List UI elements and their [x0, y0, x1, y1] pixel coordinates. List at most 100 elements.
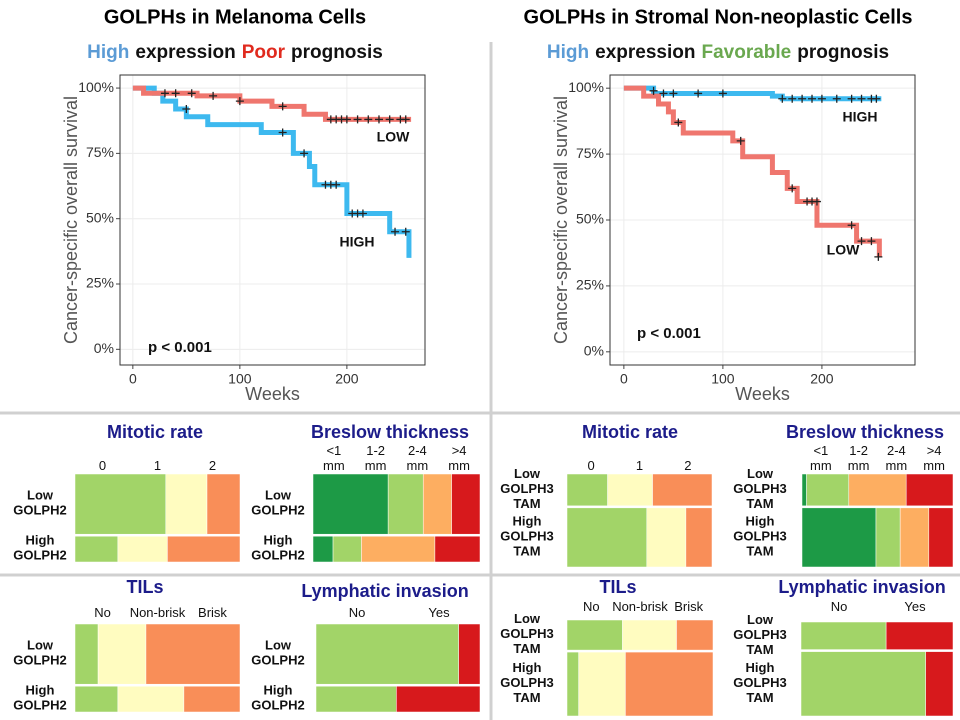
mosaic-cell — [396, 685, 481, 713]
column-label-line: 1-2 — [366, 443, 385, 458]
row-label-line: GOLPH2 — [13, 698, 66, 713]
mosaic-cell — [74, 535, 119, 563]
mosaic-cell — [117, 535, 168, 563]
column-label-line: 2-4 — [408, 443, 427, 458]
row-label-line: Low — [514, 466, 541, 481]
mosaic-cell — [806, 473, 850, 507]
row-label-line: GOLPH3 — [500, 481, 553, 496]
column-label-line: Yes — [904, 599, 926, 614]
row-label-line: GOLPH3 — [733, 627, 786, 642]
column-label-line: mm — [323, 458, 345, 473]
row-label-line: GOLPH3 — [733, 529, 786, 544]
column-label: No — [583, 599, 600, 614]
censor-mark — [867, 237, 876, 246]
row-label-line: High — [264, 533, 293, 548]
mosaic-cell — [315, 685, 397, 713]
row-label-line: TAM — [513, 544, 540, 559]
y-tick-label: 50% — [86, 209, 114, 225]
censor-mark — [187, 89, 196, 98]
column-label: No — [831, 599, 848, 614]
mosaic-cell — [607, 473, 653, 507]
column-label: 2 — [684, 458, 691, 473]
censor-mark — [872, 94, 881, 103]
column-label-line: Yes — [428, 605, 450, 620]
mosaic-cell — [451, 473, 481, 535]
y-tick-label: 75% — [86, 144, 114, 160]
mosaic-title: Mitotic rate — [582, 422, 678, 442]
row-label: High GOLPH2 — [251, 533, 304, 563]
mosaic-title: Breslow thickness — [786, 422, 944, 442]
column-label-line: mm — [923, 458, 945, 473]
column-label-line: 2-4 — [887, 443, 906, 458]
censor-mark — [278, 102, 287, 111]
mosaic-cell — [97, 623, 147, 685]
row-label-line: GOLPH2 — [13, 548, 66, 563]
subtitle-word: prognosis — [291, 42, 383, 63]
mosaic-cell — [566, 473, 608, 507]
y-tick-label: 100% — [568, 79, 604, 95]
x-tick-label: 0 — [129, 371, 137, 387]
column-label-line: >4 — [452, 443, 467, 458]
plot-frame — [119, 74, 426, 366]
censor-mark — [332, 180, 341, 189]
column-label: No — [349, 605, 366, 620]
column-label-line: mm — [810, 458, 832, 473]
censor-mark — [669, 89, 678, 98]
censor-mark — [817, 94, 826, 103]
subtitle-word: High — [547, 42, 589, 63]
row-label: Low GOLPH3 TAM — [733, 612, 786, 657]
censor-mark — [364, 115, 373, 124]
censor-mark — [401, 115, 410, 124]
column-label-line: 1 — [636, 458, 643, 473]
row-label: Low GOLPH2 — [251, 488, 304, 518]
row-label-line: Low — [265, 488, 292, 503]
row-label: High GOLPH3 TAM — [500, 660, 553, 705]
row-label-line: GOLPH2 — [251, 653, 304, 668]
mosaic-cell — [875, 507, 901, 568]
column-label: Brisk — [674, 599, 703, 614]
censor-mark — [182, 104, 191, 113]
column-label-line: 2 — [684, 458, 691, 473]
row-label: High GOLPH3 TAM — [500, 514, 553, 559]
mosaic-cell — [800, 651, 926, 717]
mosaic-title: Lymphatic invasion — [778, 577, 945, 597]
column-label-line: No — [831, 599, 848, 614]
mosaic-cell — [74, 685, 119, 713]
row-label-line: GOLPH3 — [733, 675, 786, 690]
mosaic-cell — [74, 473, 166, 535]
mosaic-cell — [458, 623, 481, 685]
mosaic-cell — [885, 621, 954, 650]
row-label: High GOLPH2 — [13, 533, 66, 563]
row-label-line: TAM — [746, 642, 773, 657]
survival-curve — [132, 85, 412, 258]
column-label-line: Non-brisk — [130, 605, 186, 620]
row-label-line: GOLPH2 — [251, 698, 304, 713]
row-label: Low GOLPH3 TAM — [500, 466, 553, 511]
mosaic-cell — [925, 651, 954, 717]
row-label-line: High — [513, 660, 542, 675]
subtitle-word: High — [87, 42, 129, 63]
column-label-line: 2 — [209, 458, 216, 473]
row-label-line: TAM — [513, 690, 540, 705]
p-value: p < 0.001 — [637, 325, 701, 342]
mosaic-cell — [387, 473, 424, 535]
row-label-line: GOLPH2 — [13, 503, 66, 518]
row-label-line: GOLPH3 — [500, 675, 553, 690]
mosaic-cell — [646, 507, 687, 568]
column-label-line: Non-brisk — [612, 599, 668, 614]
column-label: <1 mm — [810, 443, 832, 473]
mosaic-cell — [566, 507, 647, 568]
row-label-line: High — [264, 683, 293, 698]
column-label-line: 1-2 — [849, 443, 868, 458]
series-label: LOW — [827, 242, 860, 258]
x-tick-label: 100 — [228, 371, 252, 387]
row-label-line: High — [746, 660, 775, 675]
column-label-line: mm — [407, 458, 429, 473]
panel-title: GOLPHs in Stromal Non-neoplastic Cells — [524, 6, 913, 28]
row-label-line: Low — [747, 612, 774, 627]
series-label: HIGH — [843, 109, 878, 125]
column-label: 0 — [99, 458, 106, 473]
y-tick-label: 25% — [576, 277, 604, 293]
mosaic-cell — [848, 473, 907, 507]
